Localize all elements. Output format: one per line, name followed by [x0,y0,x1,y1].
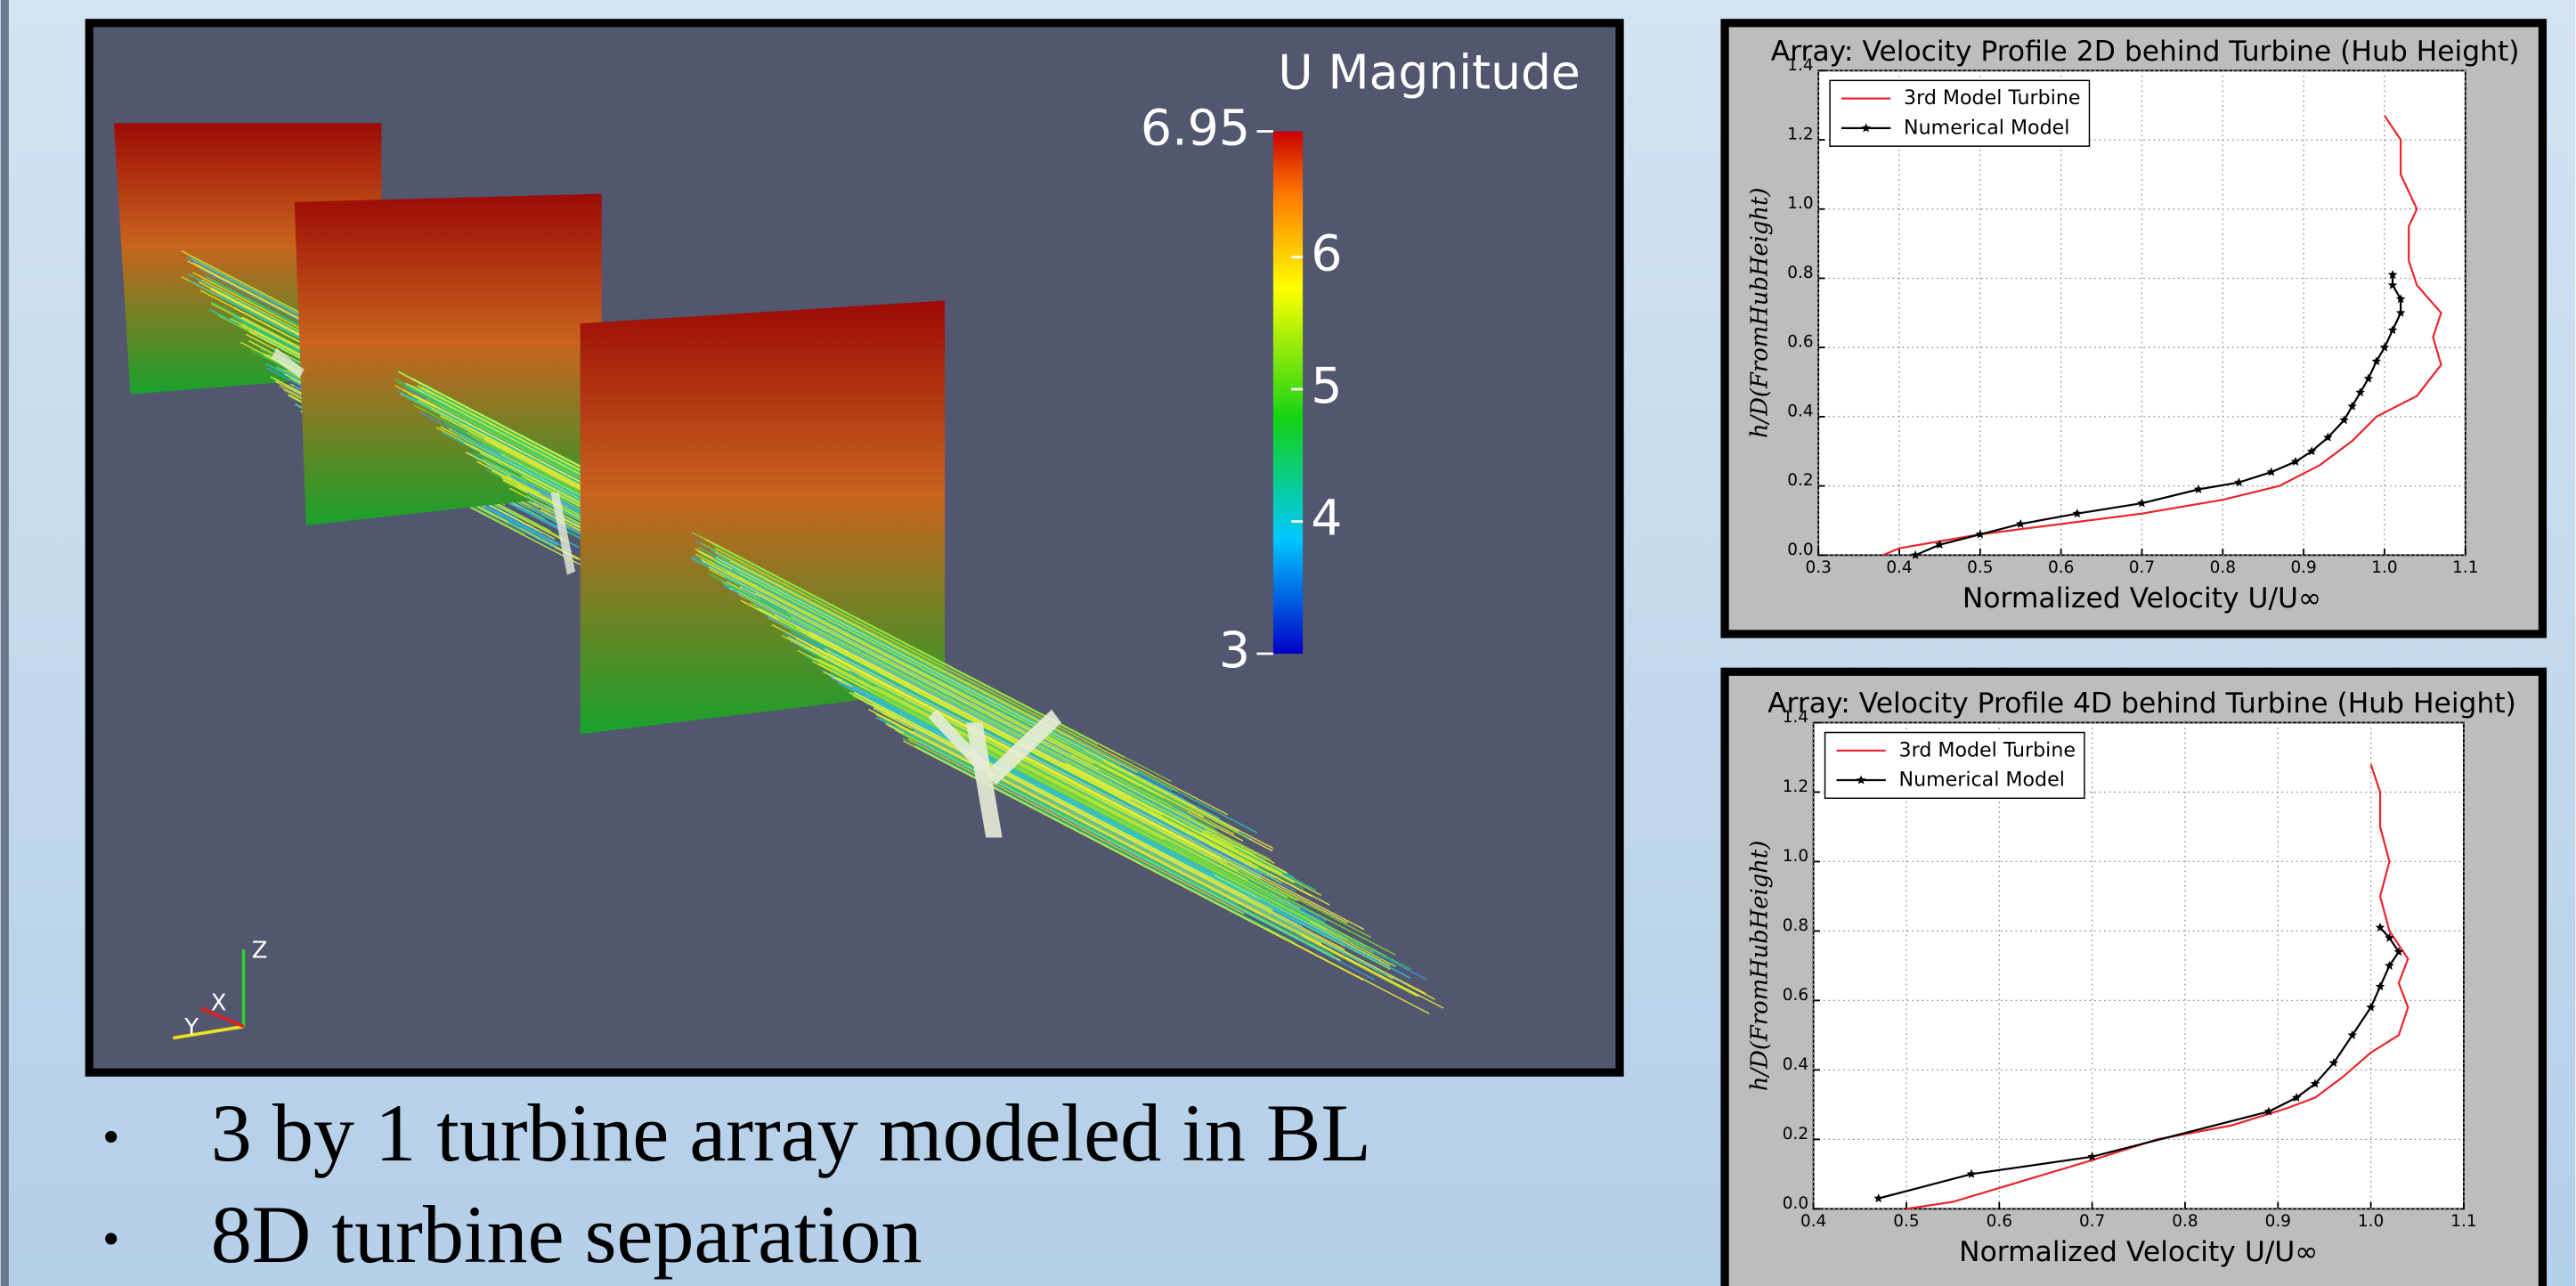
y-tick-label: 0.8 [1787,264,1813,282]
y-tick-label: 0.6 [1787,333,1813,352]
y-tick-label: 0.0 [1783,1194,1808,1213]
legend-label: Numerical Model [1904,116,2069,139]
x-tick-label: 0.6 [2048,558,2074,577]
y-tick-label: 0.2 [1783,1125,1808,1144]
axis-label: X [211,989,227,1016]
x-tick-label: 0.5 [1893,1212,1919,1231]
colorbar [1273,132,1303,654]
x-tick-label: 0.4 [1800,1212,1826,1231]
y-axis-label: h/D(FromHubHeight) [1747,188,1774,438]
chart-title: Array: Velocity Profile 2D behind Turbin… [1771,36,2520,68]
x-tick-label: 0.9 [2290,558,2316,577]
colorbar-label: 3 [1219,623,1250,680]
legend-label: 3rd Model Turbine [1899,738,2076,761]
x-tick-label: 0.7 [2129,558,2155,577]
x-tick-label: 0.8 [2172,1212,2198,1231]
x-tick-label: 0.3 [1806,558,1832,577]
legend-label: 3rd Model Turbine [1904,86,2080,110]
x-axis-label: Normalized Velocity U/U∞ [1959,1236,2318,1268]
edge [1,0,9,1286]
x-tick-label: 1.0 [2371,558,2397,577]
y-tick-label: 0.4 [1783,1055,1808,1074]
legend-label: Numerical Model [1899,768,2065,791]
slide: U Magnitude X Y Z • 3 by 1 turbine array… [0,0,2576,1286]
x-tick-label: 0.7 [2079,1212,2105,1231]
x-tick-label: 0.9 [2265,1212,2291,1231]
chart-title: Array: Velocity Profile 4D behind Turbin… [1767,688,2516,720]
y-tick-label: 1.0 [1783,847,1808,866]
y-axis-label: h/D(FromHubHeight) [1747,841,1774,1091]
y-tick-label: 1.0 [1787,194,1813,213]
x-tick-label: 0.6 [1987,1212,2012,1231]
x-tick-label: 0.5 [1967,558,1993,577]
page: {"render":{"colorbar_title":"U Magnitude… [0,0,2576,1286]
x-tick-label: 0.8 [2210,558,2236,577]
x-tick-label: 1.1 [2452,558,2478,577]
x-axis-label: Normalized Velocity U/U∞ [1962,582,2321,615]
colorbar-title: U Magnitude [1278,44,1580,100]
y-tick-label: 0.0 [1787,541,1813,559]
y-tick-label: 1.2 [1783,777,1808,796]
bullet: 3 by 1 turbine array modeled in BL [211,1087,1371,1178]
y-tick-label: 0.2 [1787,471,1813,490]
colorbar-label: 4 [1311,491,1342,548]
bullet-dot: • [102,1211,119,1266]
y-tick-label: 0.4 [1787,402,1813,420]
axis-label: Y [183,1014,199,1041]
x-tick-label: 0.4 [1886,558,1912,577]
y-tick-label: 0.8 [1783,916,1808,935]
y-tick-label: 0.6 [1783,986,1808,1005]
bullet-dot: • [102,1109,119,1163]
axis-label: Z [252,937,268,964]
y-tick-label: 1.2 [1787,125,1813,143]
colorbar-label: 6.95 [1141,101,1250,158]
x-tick-label: 1.0 [2358,1212,2384,1231]
colorbar-label: 6 [1311,226,1342,283]
x-tick-label: 1.1 [2450,1212,2476,1231]
colorbar-label: 5 [1311,358,1342,415]
bullet: 8D turbine separation [211,1189,922,1280]
